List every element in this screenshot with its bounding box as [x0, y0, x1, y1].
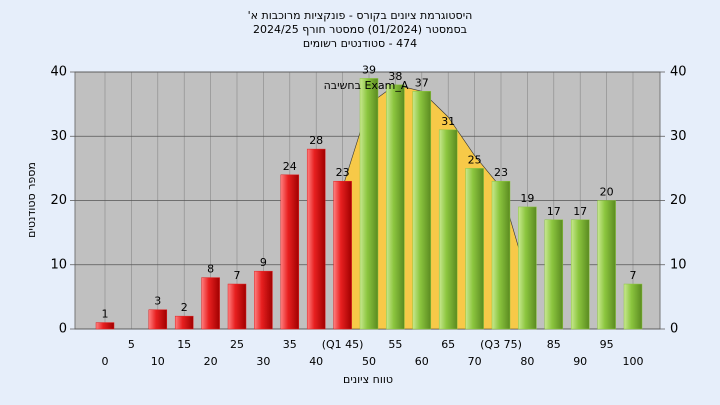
y2-tick-label: 10	[670, 257, 687, 272]
bar	[254, 270, 273, 330]
x-tick-label: (Q1 45)	[322, 338, 364, 351]
bar	[306, 148, 326, 330]
y2-tick-label: 0	[670, 322, 678, 337]
x-tick-label: 90	[573, 355, 587, 368]
data-label: 20	[600, 186, 614, 199]
x-tick-label: 95	[600, 338, 614, 351]
bar	[95, 322, 115, 330]
bar	[438, 129, 458, 330]
data-label: 28	[309, 134, 323, 147]
data-label: 23	[494, 166, 508, 179]
data-label: 39	[362, 63, 376, 76]
x-tick-label: 0	[102, 355, 109, 368]
x-tick-label: 85	[547, 338, 561, 351]
x-tick-label: 70	[468, 355, 482, 368]
data-label: 7	[630, 269, 637, 282]
y-axis-label: מספר סטודנטים	[25, 162, 38, 238]
x-tick-label: 15	[177, 338, 191, 351]
data-label: 25	[468, 153, 482, 166]
x-tick-label: 25	[230, 338, 244, 351]
title-line: 474 - סטודנטים רשומים	[303, 37, 417, 50]
bar	[570, 219, 590, 330]
data-label: 38	[388, 70, 402, 83]
bar	[333, 180, 352, 330]
x-tick-label: 40	[309, 355, 323, 368]
y-tick-label: 20	[50, 193, 67, 208]
x-tick-label: 10	[151, 355, 165, 368]
x-tick-label: 5	[128, 338, 135, 351]
y-tick-label: 0	[59, 322, 67, 337]
bar	[174, 315, 194, 330]
annotation: בחשיבה Exam_A	[324, 79, 409, 92]
x-tick-label: 35	[283, 338, 297, 351]
bar	[359, 78, 379, 330]
title-line: בסמסטר (01/2024) סמסטר חורף 2024/25	[253, 23, 467, 36]
bar	[386, 84, 405, 330]
x-tick-label: 65	[441, 338, 455, 351]
data-label: 17	[573, 205, 587, 218]
x-tick-label: (Q3 75)	[480, 338, 522, 351]
x-tick-label: 80	[520, 355, 534, 368]
bar	[201, 277, 220, 330]
x-tick-label: 50	[362, 355, 376, 368]
data-label: 3	[154, 295, 161, 308]
bar	[491, 180, 511, 330]
data-label: 1	[102, 308, 109, 321]
x-tick-label: 30	[256, 355, 270, 368]
data-label: 2	[181, 301, 188, 314]
bar	[412, 91, 432, 330]
data-label: 23	[336, 166, 350, 179]
data-label: 19	[520, 192, 534, 205]
y2-tick-label: 40	[670, 65, 687, 80]
x-tick-label: 20	[204, 355, 218, 368]
bar	[280, 174, 300, 330]
bar	[465, 168, 484, 330]
y-tick-label: 40	[50, 65, 67, 80]
data-label: 37	[415, 76, 429, 89]
bar	[544, 219, 564, 330]
y-tick-label: 30	[50, 129, 67, 144]
x-axis-label: טווח ציונים	[343, 373, 393, 386]
x-tick-label: 60	[415, 355, 429, 368]
data-label: 8	[207, 263, 214, 276]
data-label: 7	[234, 269, 241, 282]
x-tick-label: 55	[388, 338, 402, 351]
bar	[518, 206, 537, 330]
data-label: 24	[283, 160, 297, 173]
bar	[623, 283, 643, 330]
data-label: 17	[547, 205, 561, 218]
title-line: היסטוגרמת ציונים בקורס - פונקציות מרוכבו…	[248, 9, 473, 22]
data-label: 9	[260, 256, 267, 269]
y2-tick-label: 30	[670, 129, 687, 144]
bar	[597, 200, 616, 330]
y-tick-label: 10	[50, 257, 67, 272]
bar	[227, 283, 247, 330]
data-label: 31	[441, 115, 455, 128]
x-tick-label: 100	[623, 355, 644, 368]
bar	[148, 309, 168, 330]
y2-tick-label: 20	[670, 193, 687, 208]
